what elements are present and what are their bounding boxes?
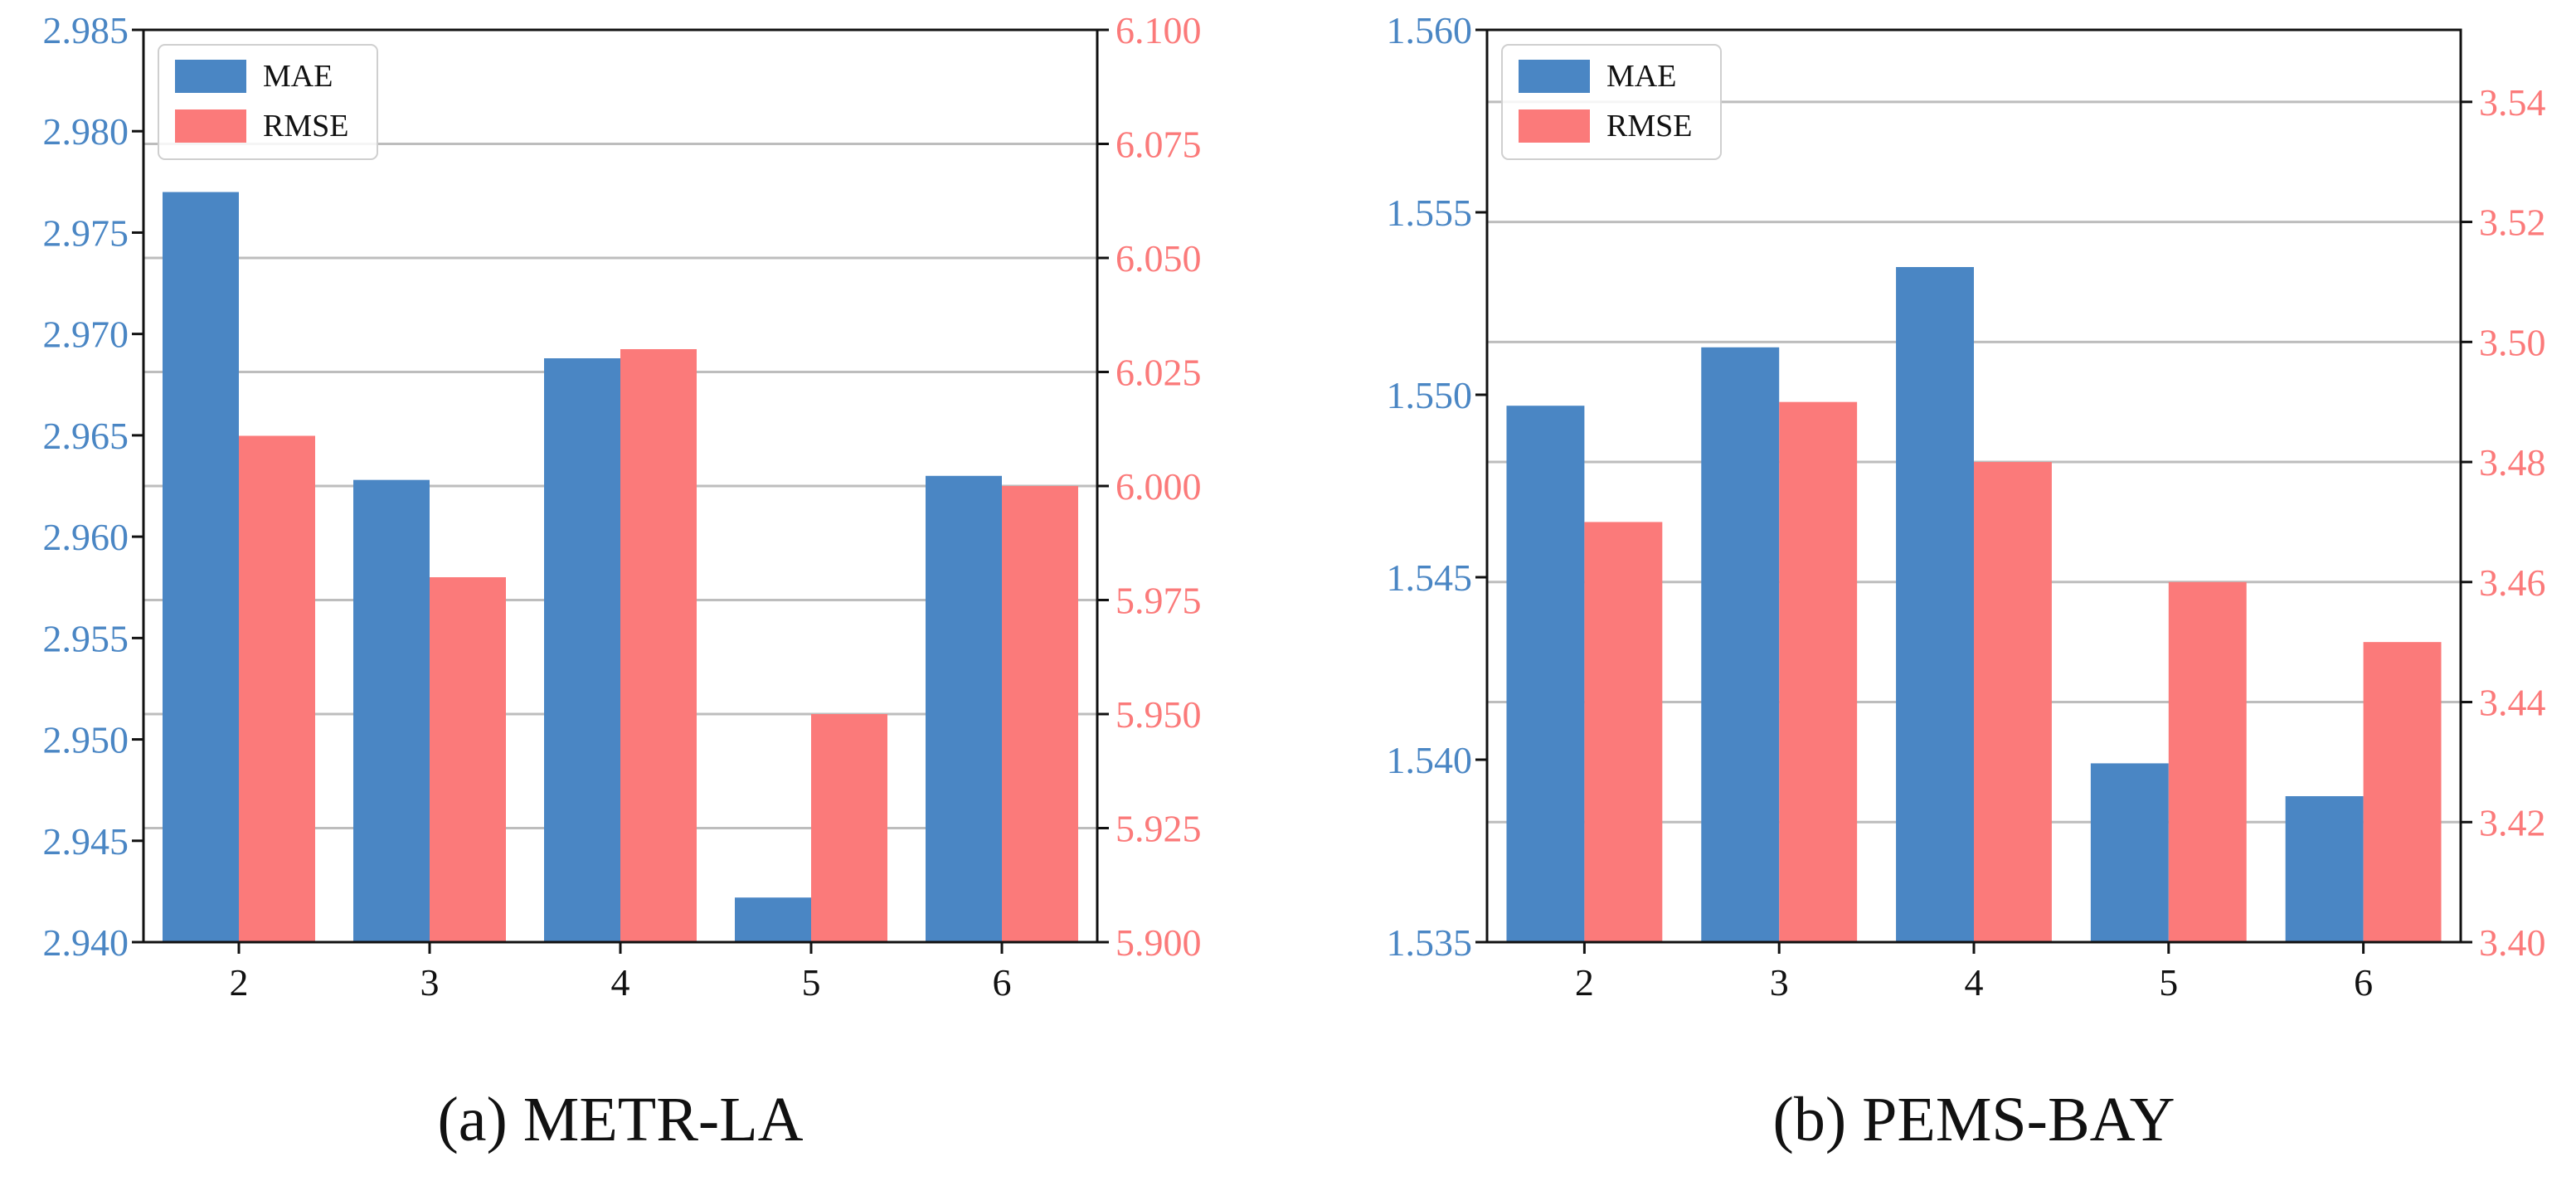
- left-tick-label: 2.985: [43, 9, 129, 51]
- left-tick-label: 1.540: [1387, 739, 1473, 781]
- x-tick-label: 5: [802, 961, 821, 1004]
- x-tick-label: 3: [1770, 961, 1789, 1004]
- left-tick-label: 1.555: [1387, 192, 1473, 234]
- legend: MAE RMSE: [1501, 44, 1722, 160]
- x-tick-label: 5: [2159, 961, 2178, 1004]
- legend-label-rmse: RMSE: [263, 109, 348, 143]
- legend-label-rmse: RMSE: [1606, 109, 1692, 143]
- right-tick-label: 5.950: [1115, 693, 1202, 736]
- bar-mae-2: [163, 192, 239, 943]
- left-tick-label: 2.950: [43, 719, 129, 761]
- right-tick-label: 6.000: [1115, 465, 1202, 508]
- plot-frame: [1485, 28, 2462, 944]
- bar-mae-4: [544, 358, 620, 942]
- bar-mae-3: [1701, 347, 1780, 942]
- bar-mae-3: [353, 479, 430, 942]
- x-tick-label: 3: [420, 961, 440, 1004]
- right-tick-label: 6.050: [1115, 237, 1202, 279]
- bar-rmse-6: [1002, 486, 1078, 942]
- legend-swatch-rmse: [175, 109, 246, 143]
- left-tick-label: 2.970: [43, 313, 129, 356]
- left-tick-label: 2.975: [43, 211, 129, 254]
- right-tick-label: 3.48: [2479, 441, 2546, 484]
- bar-mae-5: [2090, 763, 2169, 942]
- legend-label-mae: MAE: [1606, 59, 1676, 94]
- bar-mae-5: [735, 897, 811, 942]
- bar-mae-2: [1506, 406, 1585, 942]
- left-tick-label: 1.545: [1387, 556, 1473, 599]
- legend-swatch-mae: [175, 60, 246, 93]
- right-tick-label: 3.40: [2479, 921, 2546, 964]
- right-tick-label: 3.52: [2479, 202, 2546, 244]
- bar-mae-4: [1896, 267, 1974, 942]
- bar-rmse-4: [1974, 462, 2052, 942]
- bar-rmse-3: [430, 577, 506, 942]
- bar-rmse-5: [811, 714, 887, 942]
- panel-caption: (a) METR-LA: [437, 1085, 803, 1154]
- right-tick-label: 5.925: [1115, 808, 1202, 850]
- right-tick-label: 3.54: [2479, 81, 2546, 124]
- chart-panel-2: 2 3 4 5 6 1.535 1.540 1.545 1.550 1.555 1.560 3.40 3…: [1387, 9, 2546, 1154]
- bar-mae-6: [926, 475, 1002, 942]
- right-tick-label: 3.50: [2479, 321, 2546, 363]
- right-tick-label: 3.46: [2479, 561, 2546, 604]
- left-tick-label: 2.965: [43, 415, 129, 457]
- left-tick-label: 2.945: [43, 820, 129, 863]
- x-tick-label: 6: [993, 961, 1012, 1004]
- right-tick-label: 5.975: [1115, 580, 1202, 622]
- bar-rmse-6: [2363, 642, 2442, 942]
- panel-caption: (b) PEMS-BAY: [1773, 1085, 2175, 1154]
- bar-mae-6: [2285, 796, 2364, 942]
- bar-rmse-2: [1584, 522, 1663, 942]
- x-tick-label: 2: [230, 961, 249, 1004]
- right-tick-label: 3.42: [2479, 801, 2546, 843]
- left-tick-label: 1.550: [1387, 374, 1473, 416]
- left-tick-label: 2.940: [43, 921, 129, 964]
- bar-rmse-4: [620, 349, 697, 942]
- bar-rmse-3: [1779, 401, 1858, 942]
- legend-swatch-rmse: [1519, 109, 1590, 143]
- right-tick-label: 6.025: [1115, 352, 1202, 394]
- left-tick-label: 2.955: [43, 617, 129, 659]
- right-tick-label: 3.44: [2479, 682, 2546, 724]
- left-tick-label: 2.980: [43, 110, 129, 153]
- legend-label-mae: MAE: [263, 59, 333, 94]
- right-tick-label: 6.075: [1115, 124, 1202, 166]
- legend: MAE RMSE: [158, 44, 378, 160]
- x-tick-label: 4: [1965, 961, 1984, 1004]
- x-tick-label: 6: [2354, 961, 2373, 1004]
- left-tick-label: 1.560: [1387, 9, 1473, 51]
- chart-panel-1: 2 3 4 5 6 2.940 2.945 2.950 2.955 2.960 2.965 2.970…: [43, 9, 1202, 1154]
- right-tick-label: 5.900: [1115, 921, 1202, 964]
- x-tick-label: 4: [611, 961, 630, 1004]
- bar-rmse-5: [2168, 581, 2247, 942]
- x-tick-label: 2: [1575, 961, 1594, 1004]
- right-tick-label: 6.100: [1115, 9, 1202, 51]
- legend-swatch-mae: [1519, 60, 1590, 93]
- left-tick-label: 1.535: [1387, 921, 1473, 964]
- left-tick-label: 2.960: [43, 516, 129, 558]
- bar-rmse-2: [239, 435, 315, 942]
